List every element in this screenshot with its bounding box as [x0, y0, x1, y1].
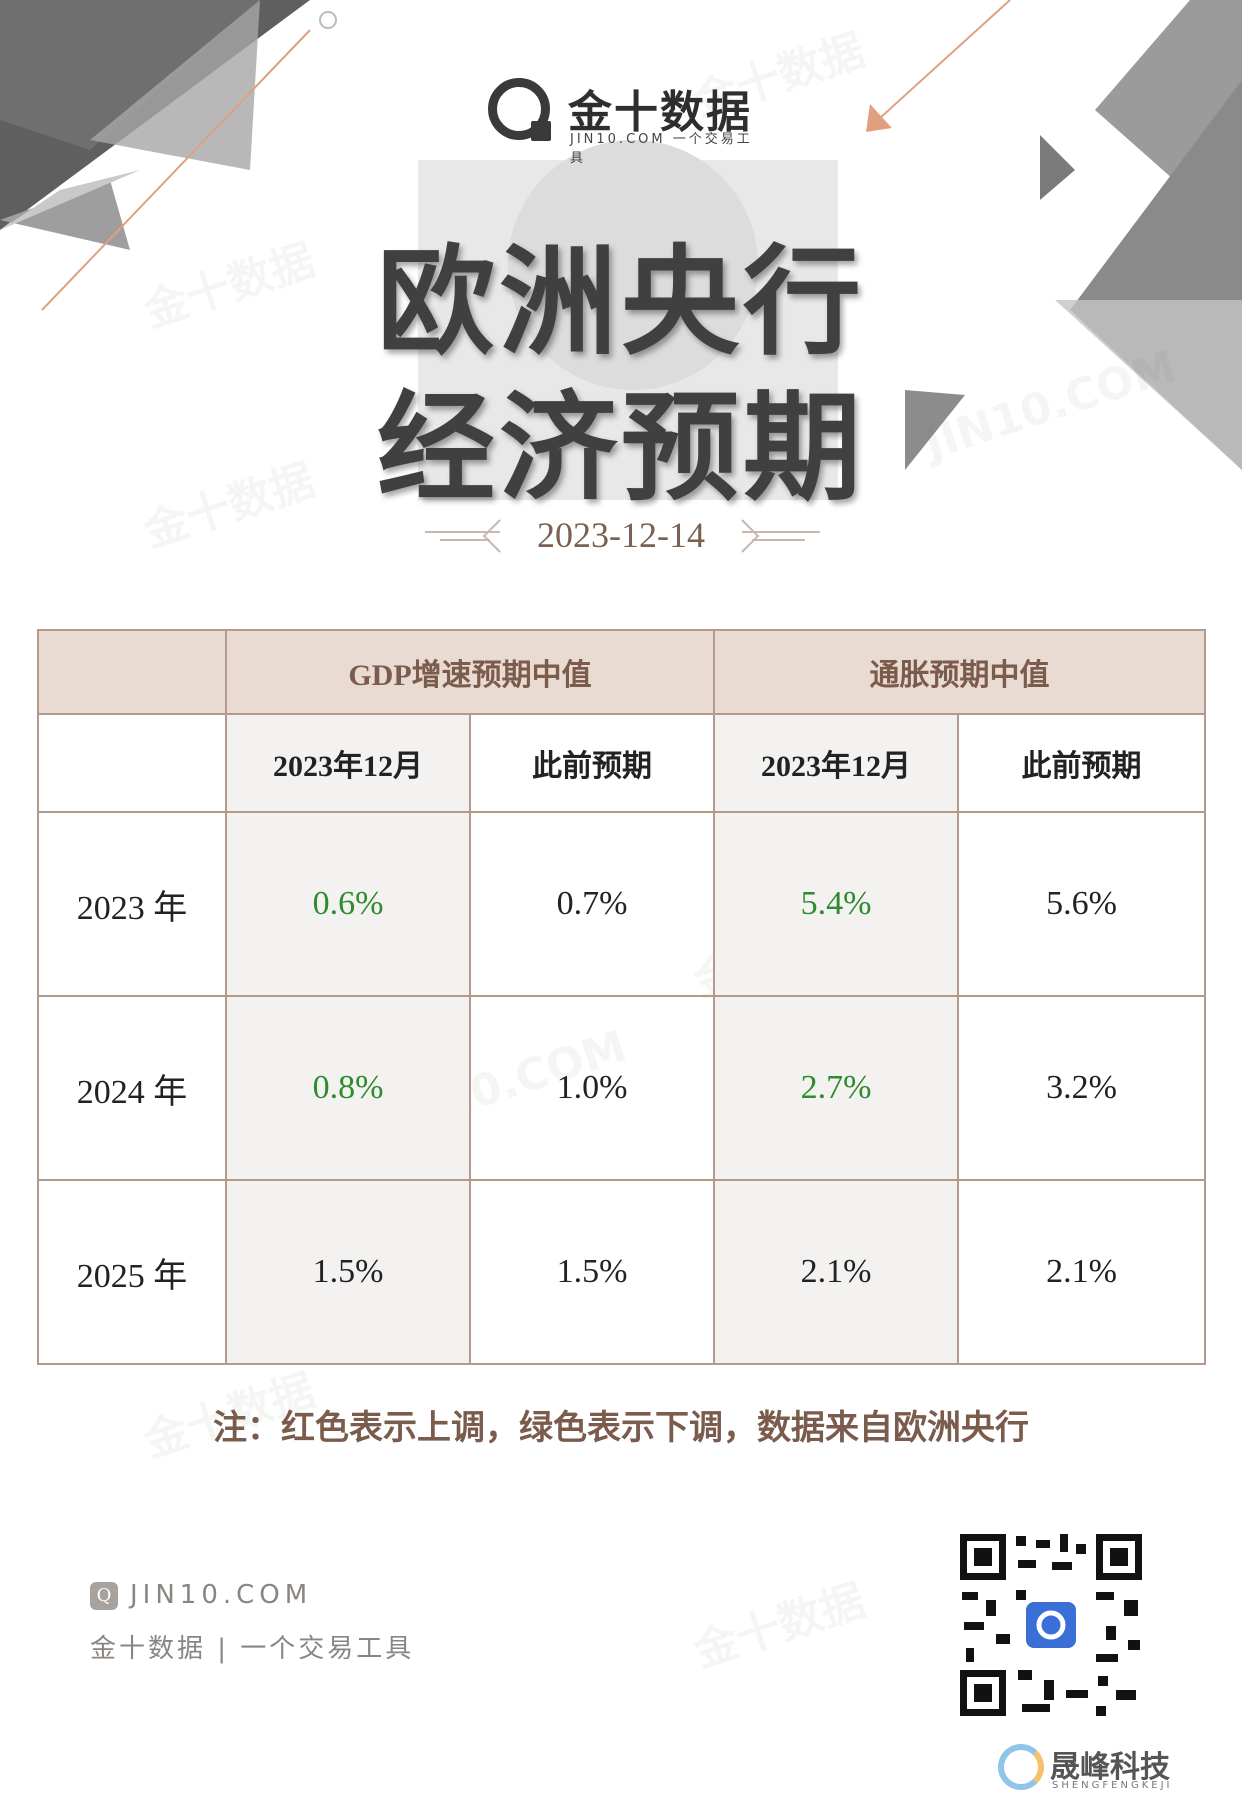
credit-badge: 晟峰科技 SHENGFENGKEJI [990, 1742, 1210, 1792]
jin10-logo-icon [488, 78, 551, 141]
table-row: 2024 年 0.8% 1.0% 2.7% 3.2% [37, 995, 1207, 1181]
col-header-cpi-current: 2023年12月 [713, 713, 960, 813]
row-year: 2023 年 [37, 811, 227, 997]
corner-cell [37, 629, 227, 715]
cpi-previous-value: 3.2% [957, 995, 1207, 1181]
footer-brand: JIN10.COM [130, 1580, 313, 1610]
footnote: 注：红色表示上调，绿色表示下调，数据来自欧洲央行 [213, 1408, 1029, 1448]
footer-tagline: 金十数据 | 一个交易工具 [90, 1634, 415, 1664]
group-header-inflation: 通胀预期中值 [713, 629, 1207, 715]
logo-name: 金十数据 [568, 87, 752, 138]
row-year: 2025 年 [37, 1179, 227, 1365]
cpi-current-value: 2.1% [713, 1179, 960, 1365]
gdp-current-value: 0.8% [225, 995, 471, 1181]
cpi-previous-value: 2.1% [957, 1179, 1207, 1365]
corner-cell [37, 713, 227, 813]
logo-subtitle: JIN10.COM 一个交易工具 [570, 132, 753, 166]
qr-code[interactable] [956, 1530, 1146, 1720]
page-title-line1: 欧洲央行 [376, 232, 865, 371]
credit-subtitle: SHENGFENGKEJI [1052, 1780, 1173, 1791]
credit-name: 晟峰科技 [1050, 1750, 1170, 1785]
gdp-previous-value: 1.5% [468, 1179, 716, 1365]
row-year: 2024 年 [37, 995, 227, 1181]
table-row: 2023 年 0.6% 0.7% 5.4% 5.6% [37, 811, 1207, 997]
report-date: 2023-12-14 [537, 515, 705, 555]
gdp-previous-value: 0.7% [468, 811, 716, 997]
brand-logo: 金十数据 JIN10.COM 一个交易工具 [488, 76, 758, 166]
gdp-current-value: 0.6% [225, 811, 471, 997]
col-header-gdp-current: 2023年12月 [225, 713, 471, 813]
cpi-previous-value: 5.6% [957, 811, 1207, 997]
gdp-current-value: 1.5% [225, 1179, 471, 1365]
cpi-current-value: 2.7% [713, 995, 960, 1181]
page-title-line2: 经济预期 [376, 378, 865, 517]
date-ornament [425, 519, 820, 553]
credit-logo-icon [998, 1744, 1044, 1790]
col-header-gdp-previous: 此前预期 [468, 713, 716, 813]
gdp-previous-value: 1.0% [468, 995, 716, 1181]
jin10-small-icon: Q [90, 1582, 118, 1610]
cpi-current-value: 5.4% [713, 811, 960, 997]
euro-emblem-circle [508, 140, 758, 390]
group-header-gdp: GDP增速预期中值 [224, 629, 716, 715]
table-row: 2025 年 1.5% 1.5% 2.1% 2.1% [37, 1179, 1207, 1365]
forecast-table: GDP增速预期中值 通胀预期中值 2023年12月 此前预期 2023年12月 … [37, 629, 1207, 1365]
col-header-cpi-previous: 此前预期 [957, 713, 1207, 813]
